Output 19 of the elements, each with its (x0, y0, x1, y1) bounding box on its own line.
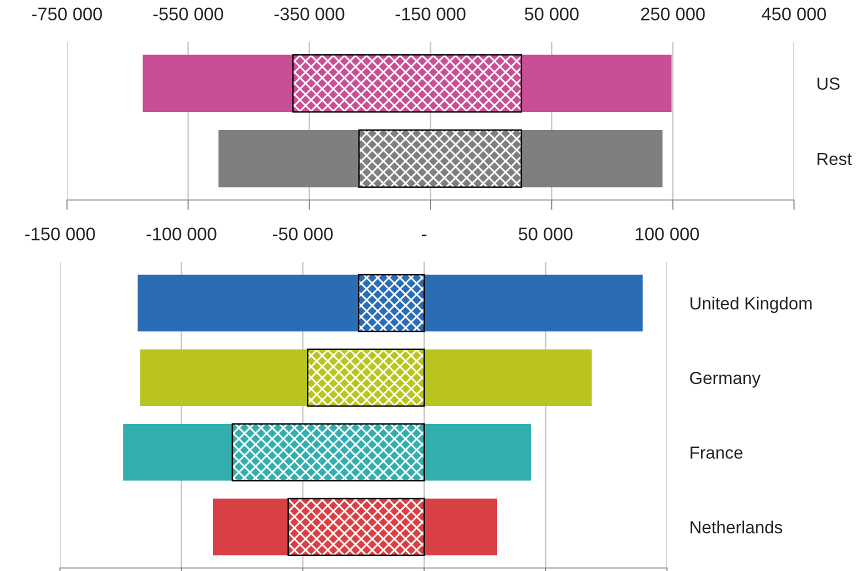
y-tick-label: US (818, 78, 840, 90)
x-tick-label: -100 000 (146, 228, 216, 240)
x-tick-label: 450 000 (762, 8, 826, 20)
x-tick-label: 50 000 (518, 228, 573, 240)
x-tick-label: 100 000 (636, 228, 699, 240)
x-tick-label: -350 000 (274, 8, 344, 20)
x-tick-label: 50 000 (524, 8, 579, 20)
x-tick-label: -50 000 (272, 228, 333, 240)
y-tick-label: Netherlands (690, 520, 782, 534)
x-tick-label: -750 000 (32, 8, 102, 20)
x-tick-label: -150 000 (396, 8, 466, 20)
y-tick-label: Germany (690, 372, 761, 388)
x-tick-label: 250 000 (641, 8, 705, 20)
x-tick-label: - (422, 234, 426, 236)
x-tick-label: -550 000 (153, 8, 224, 20)
y-tick-label: United Kingdom (690, 296, 812, 313)
y-tick-label: Rest (818, 152, 852, 166)
x-tick-label: -150 000 (25, 228, 95, 240)
y-tick-label: France (690, 446, 742, 459)
